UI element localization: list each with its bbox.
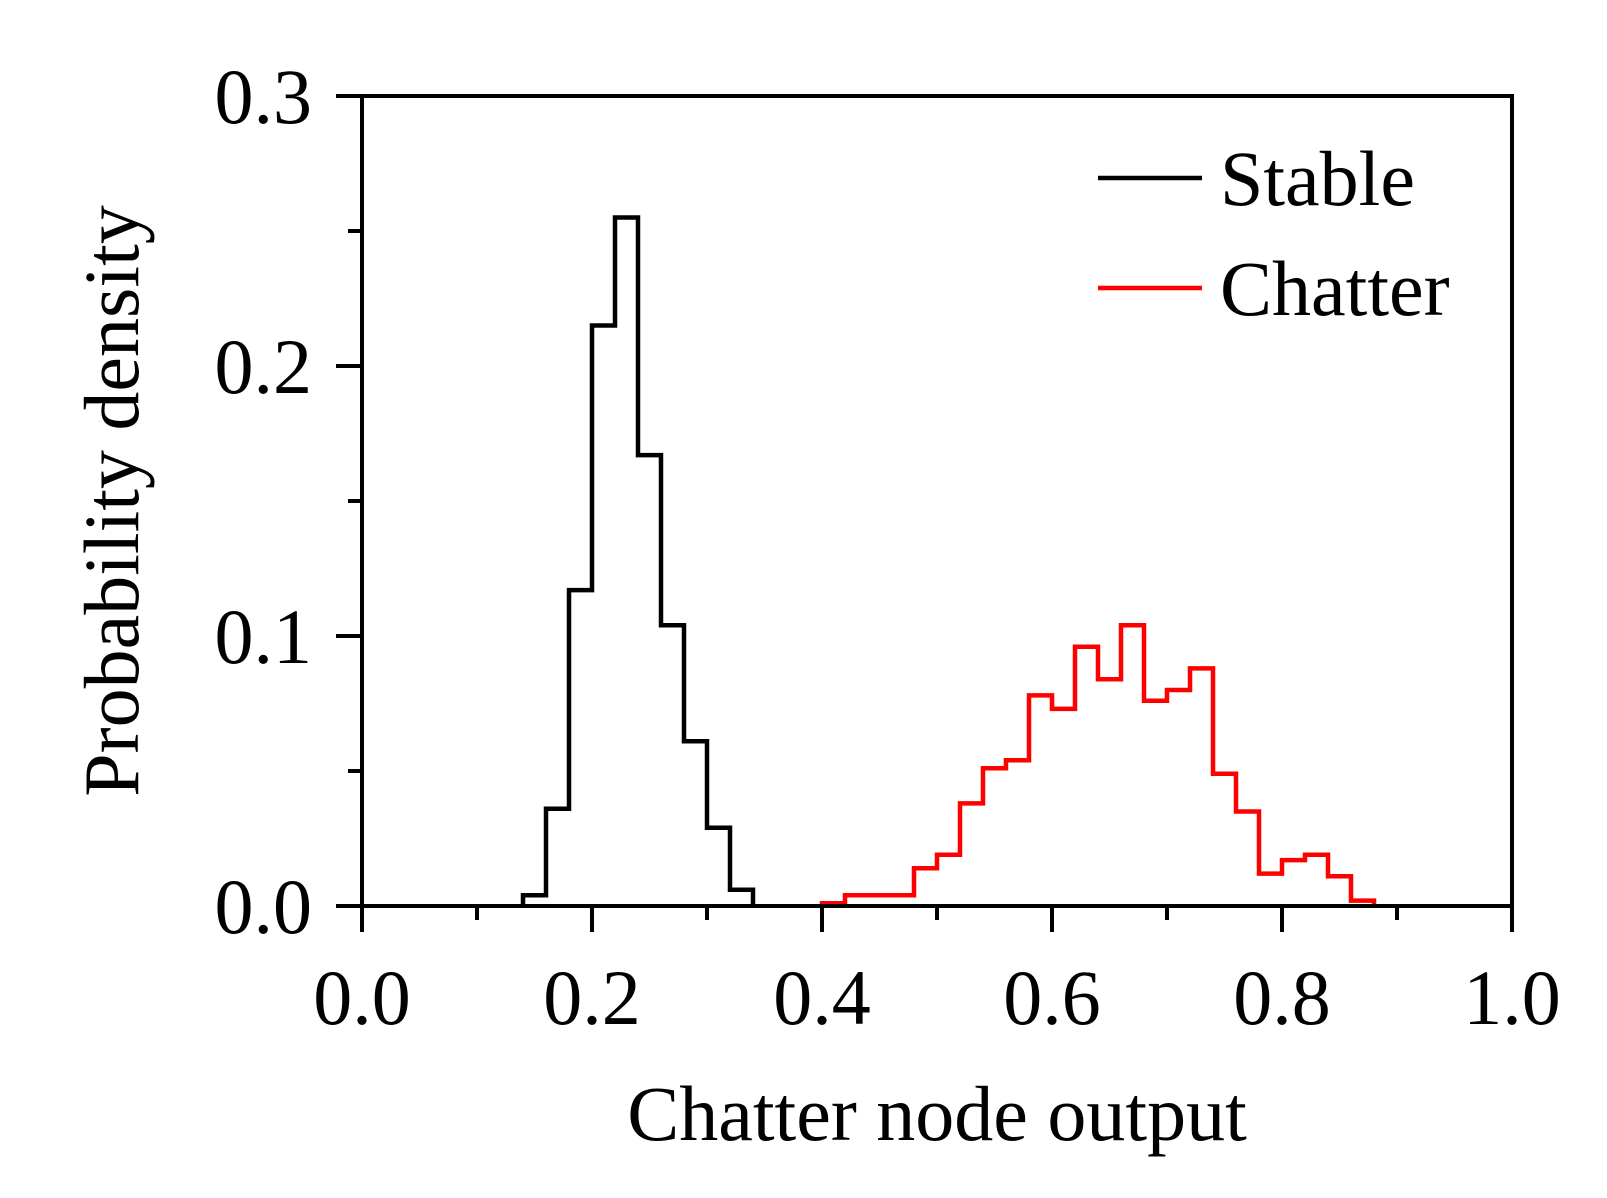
legend: Stable Chatter — [1098, 135, 1450, 332]
y-axis-title: Probability density — [68, 205, 155, 796]
legend-label-chatter: Chatter — [1220, 245, 1450, 332]
series-line-stable — [520, 215, 756, 906]
x-tick-label: 0.2 — [543, 954, 641, 1041]
legend-label-stable: Stable — [1220, 135, 1415, 222]
y-tick-label: 0.3 — [215, 53, 313, 140]
x-tick-label: 0.0 — [313, 954, 411, 1041]
x-tick-label: 0.4 — [773, 954, 871, 1041]
series-line-chatter — [819, 622, 1377, 906]
x-tick-label: 0.8 — [1233, 954, 1331, 1041]
y-tick-label: 0.2 — [215, 323, 313, 410]
y-tick-label: 0.0 — [215, 863, 313, 950]
x-tick-label: 1.0 — [1463, 954, 1561, 1041]
y-tick-label: 0.1 — [215, 593, 313, 680]
labels-layer: 0.0 0.2 0.4 0.6 0.8 1.0 0.0 0.1 0.2 0.3 — [215, 53, 1561, 1041]
x-tick-label: 0.6 — [1003, 954, 1101, 1041]
x-axis-title: Chatter node output — [627, 1070, 1247, 1157]
ticks-layer — [336, 94, 1514, 932]
plot-frame — [360, 94, 1514, 908]
series-layer — [520, 215, 1377, 906]
